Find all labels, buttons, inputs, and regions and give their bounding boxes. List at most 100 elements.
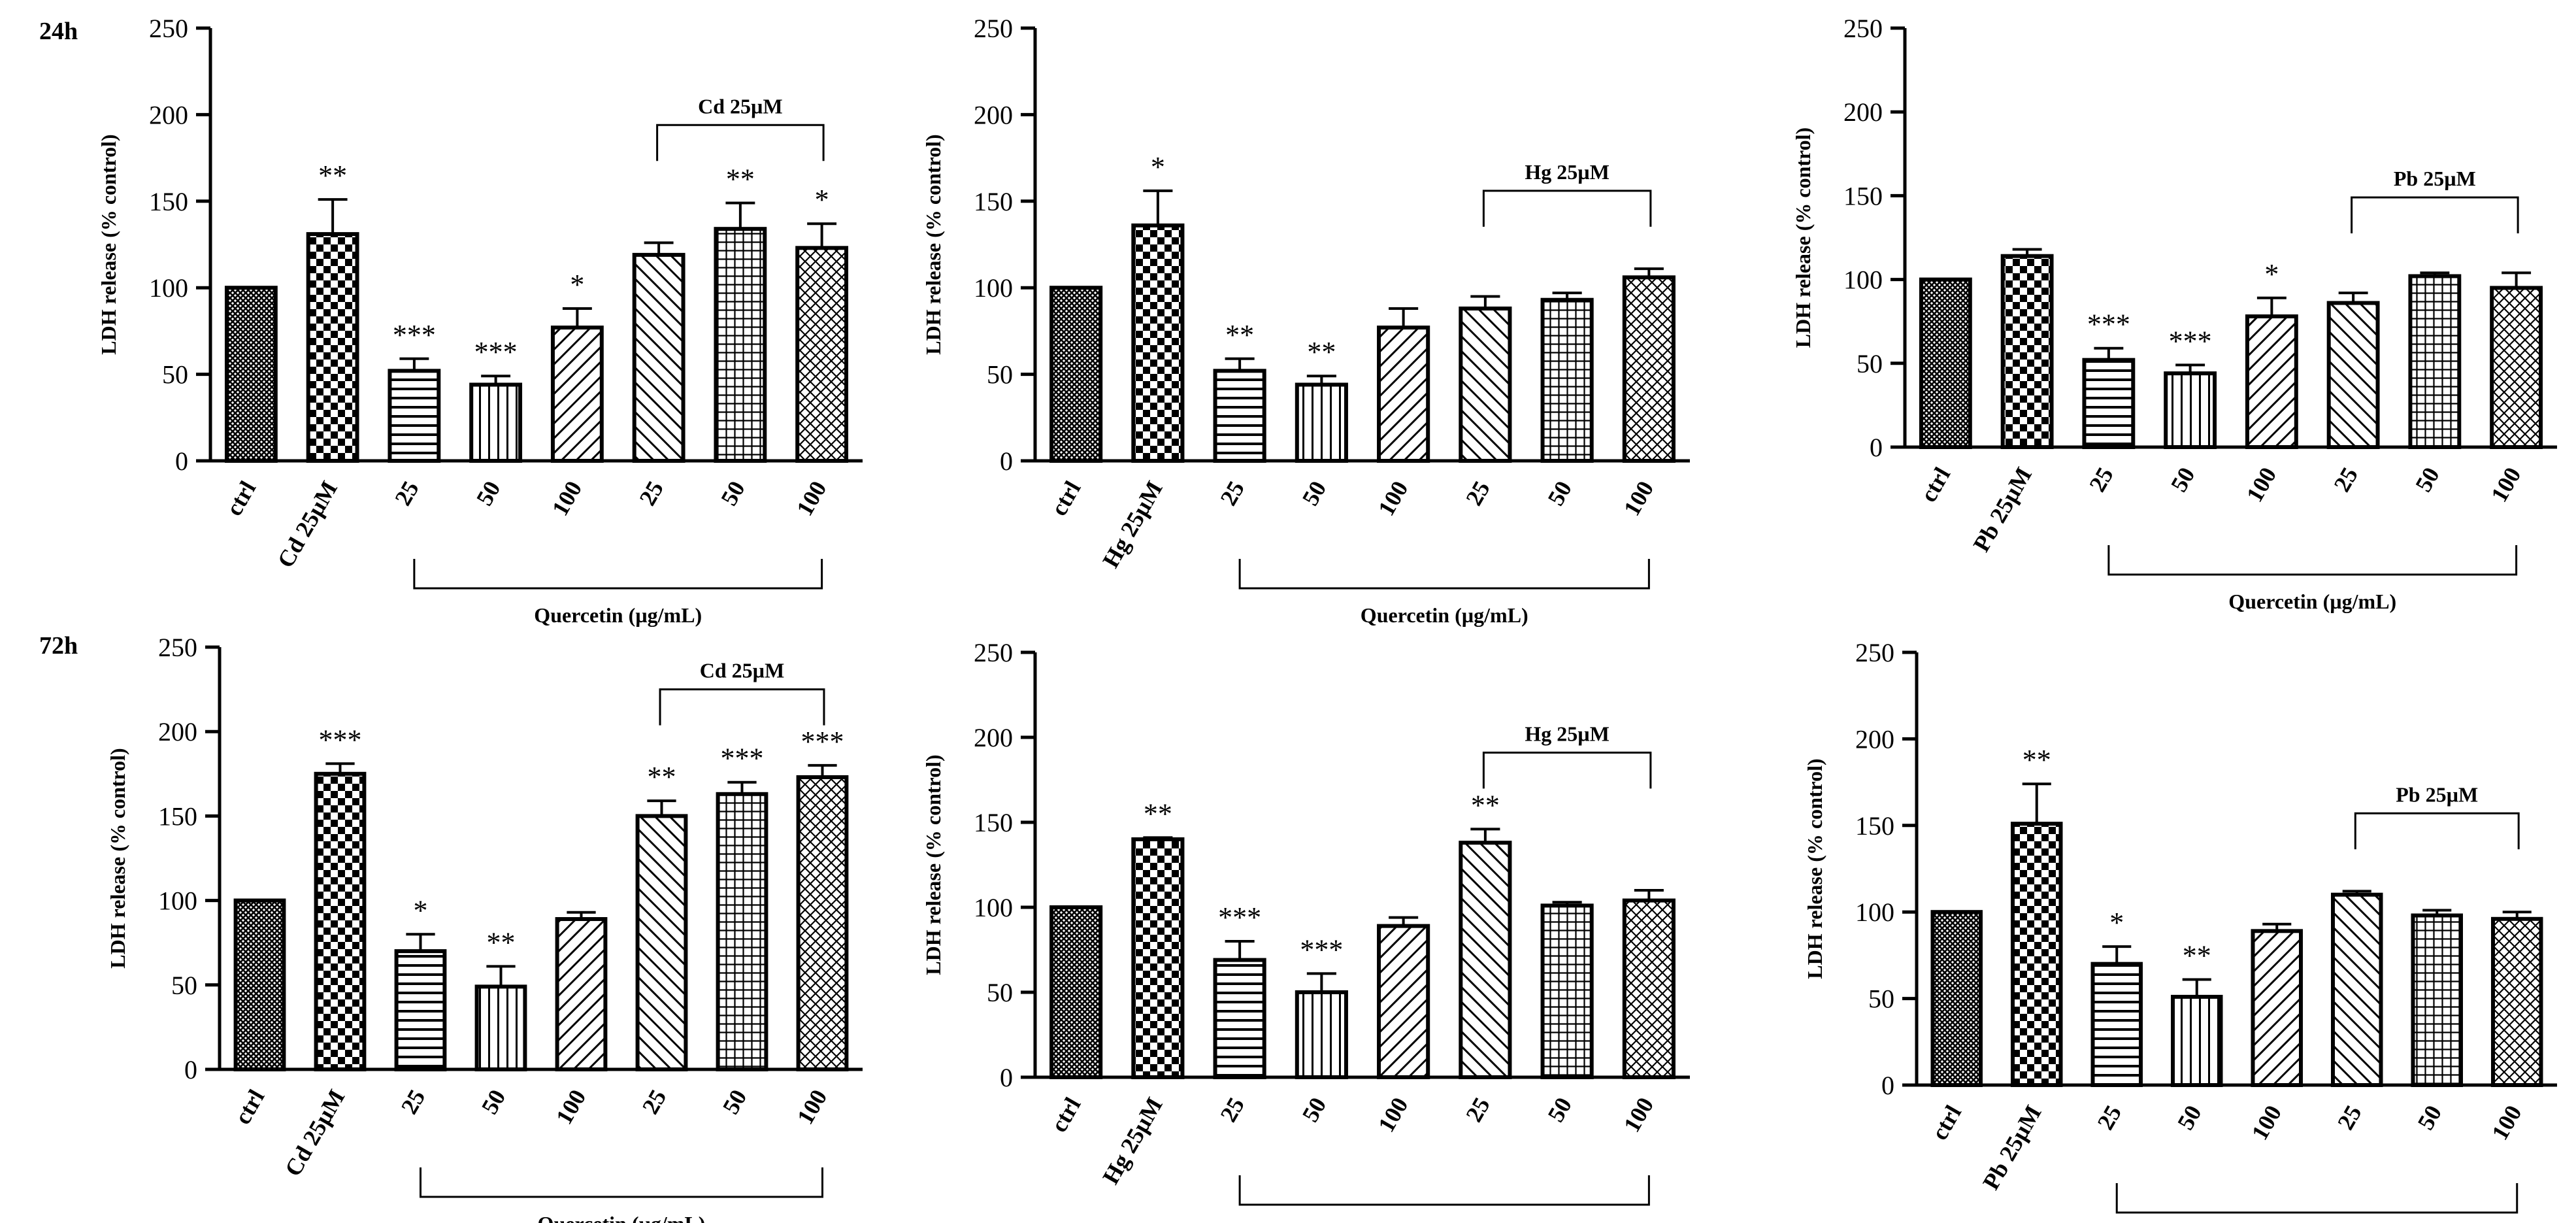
- significance-mark: **: [1307, 336, 1336, 368]
- y-tick-label: 50: [1868, 984, 1894, 1014]
- x-tick-label: 25: [1215, 477, 1249, 510]
- x-tick-label: 50: [1297, 477, 1332, 510]
- bar-100: [1622, 275, 1676, 463]
- y-tick-label: 50: [987, 360, 1013, 390]
- treatment-bracket: [1482, 751, 1652, 789]
- y-tick-label: 200: [158, 717, 197, 746]
- bar-50: [2164, 371, 2217, 450]
- bar-cd-25-m: [306, 232, 359, 463]
- x-tick-label: ctrl: [1046, 1093, 1086, 1137]
- bar-100: [1377, 326, 1430, 463]
- bar-25: [1213, 369, 1266, 463]
- x-tick-label: ctrl: [221, 477, 261, 520]
- y-axis-label: LDH release (% control): [1791, 127, 1815, 348]
- bar-hg-25-m: [1131, 223, 1185, 463]
- bar-50: [1540, 297, 1594, 463]
- quercetin-bracket: [2115, 1183, 2518, 1214]
- y-tick-label: 250: [158, 633, 197, 662]
- treatment-bracket: [659, 688, 825, 726]
- bar-pb-25-m: [2011, 822, 2063, 1087]
- quercetin-bracket: [1238, 1175, 1650, 1206]
- x-tick-label: 50: [2410, 463, 2445, 496]
- quercetin-bracket: [2107, 545, 2518, 576]
- bar-50: [469, 382, 523, 463]
- x-tick-label: 25: [2328, 463, 2363, 496]
- row-label-24h: 24h: [39, 18, 78, 45]
- treatment-bracket: [2354, 812, 2520, 850]
- y-tick-label: 100: [974, 893, 1013, 922]
- bracket-label: Pb 25µM: [2396, 782, 2478, 806]
- x-group-label: Quercetin (µg/mL): [1361, 1220, 1528, 1223]
- significance-mark: ***: [393, 319, 436, 351]
- y-tick-label: 100: [158, 886, 197, 916]
- bar-50: [474, 984, 527, 1072]
- x-group-label: Quercetin (µg/mL): [534, 603, 702, 627]
- y-tick-label: 150: [158, 801, 197, 831]
- x-tick-label: 50: [2413, 1101, 2447, 1134]
- bar-50: [1295, 382, 1348, 463]
- x-tick-label: 25: [1461, 1093, 1495, 1126]
- significance-mark: ***: [721, 743, 764, 775]
- significance-mark: ***: [1300, 933, 1343, 965]
- x-group-label: Quercetin (µg/mL): [2228, 590, 2396, 613]
- y-tick-label: 150: [974, 808, 1013, 837]
- x-tick-label: 100: [792, 1085, 833, 1129]
- bar-25: [388, 369, 441, 463]
- x-tick-label: ctrl: [1046, 477, 1086, 520]
- bracket-label: Cd 25µM: [700, 659, 785, 682]
- y-tick-label: 250: [974, 14, 1013, 43]
- x-tick-label: ctrl: [1915, 463, 1956, 507]
- x-tick-label: 25: [396, 1085, 431, 1118]
- x-tick-label: 50: [476, 1085, 511, 1118]
- x-tick-label: Pb 25µM: [1977, 1101, 2047, 1194]
- y-axis-label: LDH release (% control): [1803, 758, 1826, 979]
- significance-mark: *: [2109, 907, 2124, 939]
- bar-25: [1459, 841, 1512, 1079]
- y-tick-label: 250: [1855, 638, 1894, 667]
- x-tick-label: 50: [1297, 1093, 1332, 1126]
- bracket-label: Hg 25µM: [1525, 160, 1610, 184]
- bar-25: [2326, 301, 2380, 449]
- bar-25: [1459, 306, 1512, 463]
- significance-mark: **: [1225, 319, 1254, 351]
- x-tick-label: 25: [2084, 463, 2119, 496]
- significance-mark: **: [726, 163, 755, 195]
- bar-ctrl: [1049, 905, 1103, 1079]
- significance-mark: ***: [2087, 309, 2130, 341]
- bracket-label: Hg 25µM: [1525, 722, 1610, 745]
- y-tick-label: 0: [184, 1055, 197, 1084]
- bar-50: [2171, 994, 2223, 1088]
- quercetin-bracket: [420, 1167, 823, 1198]
- y-tick-label: 100: [1855, 897, 1894, 927]
- bar-25: [632, 252, 685, 463]
- x-tick-label: 100: [1373, 477, 1413, 520]
- y-tick-label: 100: [1843, 265, 1883, 295]
- x-group-label: Quercetin (µg/mL): [538, 1212, 706, 1223]
- bar-50: [2411, 913, 2463, 1087]
- bracket-label: Pb 25µM: [2394, 167, 2476, 190]
- x-tick-label: 100: [2486, 1101, 2527, 1145]
- y-tick-label: 150: [974, 187, 1013, 216]
- treatment-bracket: [656, 124, 825, 161]
- y-tick-label: 50: [162, 360, 188, 390]
- chart-panel-24h-cd: 0 50 100 150 200 250 LDH release (% control) ct…: [97, 14, 863, 627]
- x-tick-label: ctrl: [1926, 1101, 1967, 1145]
- significance-mark: ***: [1218, 901, 1261, 933]
- bar-25: [2082, 358, 2136, 449]
- y-tick-label: 250: [1843, 14, 1883, 43]
- x-tick-label: 50: [1542, 477, 1577, 510]
- y-tick-label: 0: [1870, 433, 1883, 462]
- significance-mark: **: [2023, 744, 2051, 776]
- y-tick-label: 0: [1000, 446, 1013, 476]
- bar-pb-25-m: [2000, 254, 2054, 449]
- x-tick-label: 50: [2166, 463, 2200, 496]
- bar-100: [2245, 314, 2298, 449]
- significance-mark: **: [648, 761, 676, 793]
- y-axis-label: LDH release (% control): [106, 748, 129, 968]
- x-tick-label: 50: [716, 477, 750, 510]
- chart-panel-24h-pb: 0 50 100 150 200 250 LDH release (% control) ct…: [1791, 14, 2557, 613]
- y-tick-label: 200: [974, 100, 1013, 129]
- y-axis-label: LDH release (% control): [921, 134, 945, 354]
- bar-25: [394, 949, 447, 1071]
